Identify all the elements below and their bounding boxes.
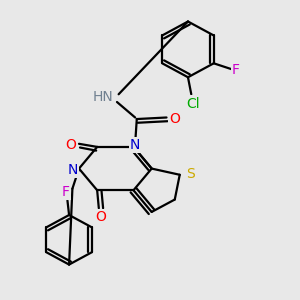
Text: O: O [95, 211, 106, 224]
Text: F: F [62, 185, 70, 199]
Text: O: O [169, 112, 180, 126]
Text: F: F [232, 62, 240, 76]
Text: N: N [130, 138, 140, 152]
Text: Cl: Cl [186, 97, 200, 111]
Text: O: O [65, 138, 76, 152]
Text: N: N [67, 163, 78, 177]
Text: HN: HN [93, 90, 114, 104]
Text: S: S [186, 167, 195, 181]
